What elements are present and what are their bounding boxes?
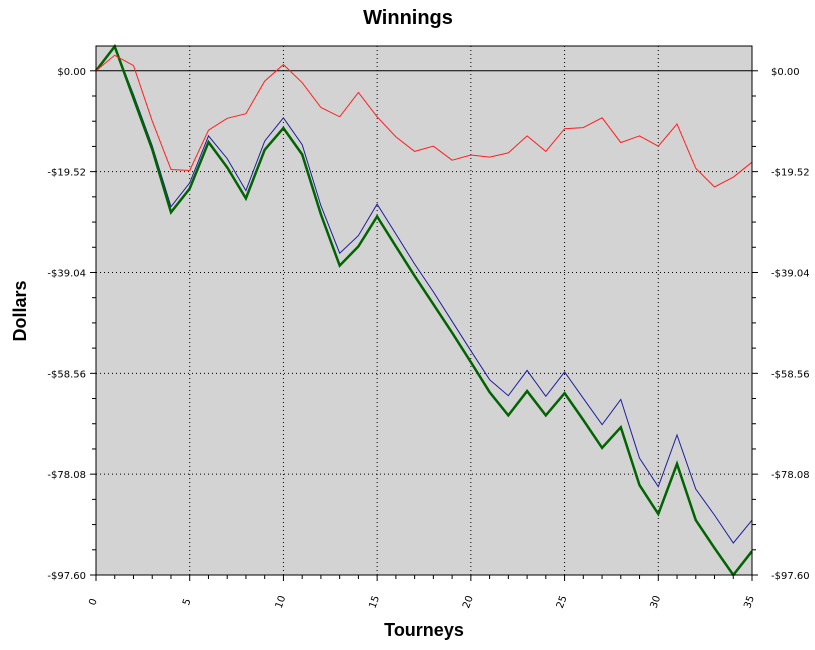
plot-background (96, 46, 752, 575)
y-tick-label-left: -$19.52 (47, 168, 86, 179)
y-tick-label-left: -$97.60 (47, 571, 86, 582)
y-tick-label-right: -$19.52 (771, 168, 810, 179)
plot-frame (95, 45, 753, 576)
series-line-1 (95, 45, 753, 544)
series-line-2 (95, 43, 753, 578)
chart-title: Winnings (363, 7, 453, 29)
x-tick-label: 0 (87, 597, 100, 607)
y-tick-label-right: -$97.60 (771, 571, 810, 582)
x-tick-label: 10 (274, 594, 289, 610)
series-line-3 (95, 54, 753, 188)
y-tick-label-left: -$78.08 (47, 470, 86, 481)
x-tick-label: 30 (649, 594, 664, 610)
y-tick-label-right: -$78.08 (771, 470, 810, 481)
x-tick-label: 35 (742, 594, 757, 610)
x-tick-label: 20 (461, 594, 476, 610)
y-tick-label-left: -$58.56 (47, 369, 86, 380)
y-tick-label-left: -$39.04 (47, 268, 86, 279)
x-tick-label: 5 (181, 597, 194, 607)
plot-area: $0.00 $0.00 -$19.52 -$19.52 -$39.04 -$39.04 -$… (47, 43, 810, 610)
y-tick-label-right: -$39.04 (771, 268, 810, 279)
x-tick-label: 15 (367, 594, 382, 610)
y-tick-label-right: -$58.56 (771, 369, 810, 380)
y-axis-title: Dollars (10, 280, 30, 341)
x-axis-title: Tourneys (384, 620, 464, 640)
x-tick-label: 25 (555, 594, 570, 610)
y-tick-label-left: $0.00 (57, 67, 86, 78)
y-tick-label-right: $0.00 (771, 67, 800, 78)
